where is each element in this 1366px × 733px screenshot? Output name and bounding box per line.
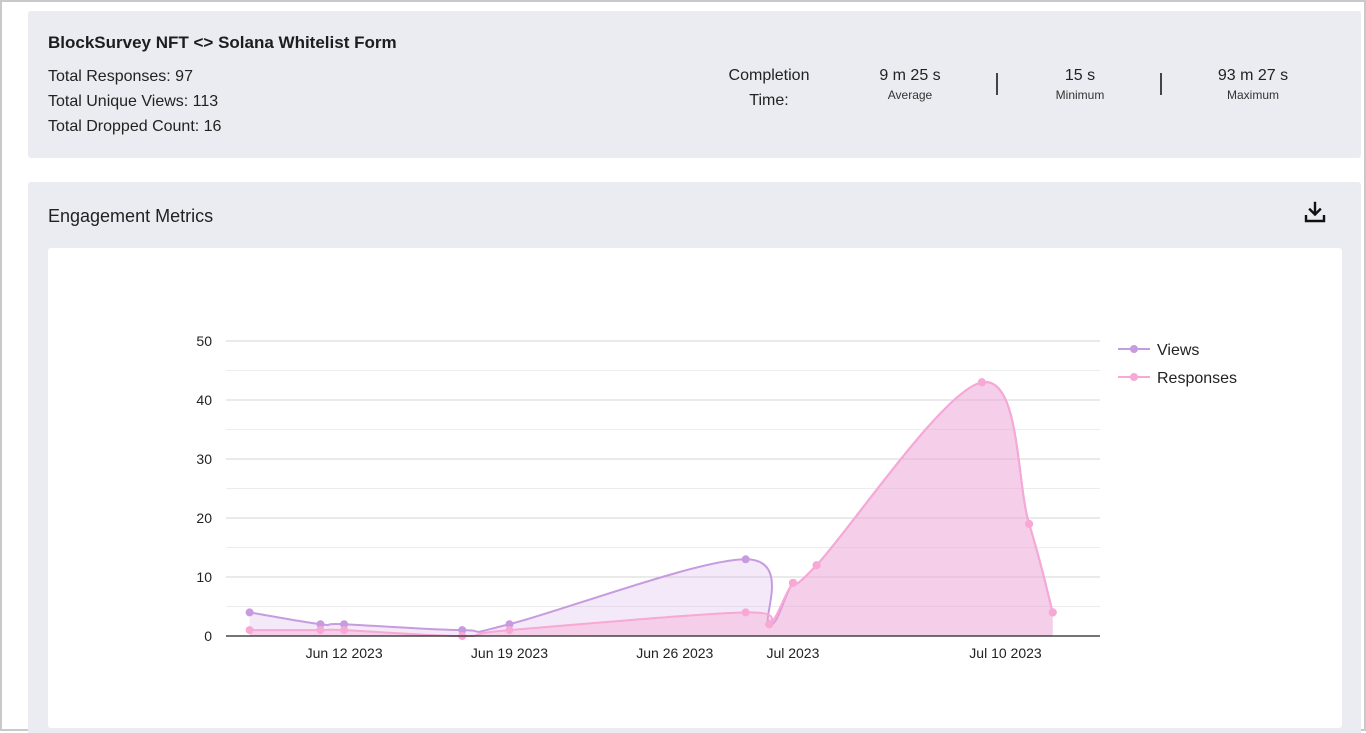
x-tick-label: Jun 19 2023 (471, 645, 548, 661)
data-point-responses (765, 620, 774, 629)
legend-label: Responses (1157, 370, 1237, 387)
data-point-responses (505, 626, 514, 635)
data-point-views (505, 620, 514, 629)
maximum-caption: Maximum (1226, 88, 1279, 102)
y-tick-label: 10 (196, 569, 212, 585)
y-tick-label: 30 (196, 451, 212, 467)
total-responses: Total Responses: 97 (48, 68, 193, 85)
total-dropped-count: Total Dropped Count: 16 (48, 118, 222, 135)
separator (1160, 73, 1162, 95)
data-point-responses (340, 626, 349, 635)
data-point-responses (1048, 608, 1057, 617)
legend-swatch-dot (1130, 345, 1138, 353)
maximum-value: 93 m 27 s (1217, 67, 1289, 84)
data-point-views (458, 626, 467, 635)
completion-time-label: Completion Time: (708, 63, 830, 113)
average-caption: Average (887, 88, 933, 102)
x-tick-label: Jul 10 2023 (969, 645, 1042, 661)
download-button[interactable] (1303, 200, 1327, 224)
chart-panel: 0 10 20 30 40 50 Jun 12 2023 Jun 19 2023 Jun 26 … (48, 248, 1342, 728)
series-area-views (249, 381, 1053, 636)
y-tick-label: 40 (196, 392, 212, 408)
data-point-responses (788, 578, 797, 587)
minimum-time: 15 s Minimum (1020, 67, 1140, 102)
completion-label-line1: Completion (728, 67, 810, 84)
completion-label-line2: Time: (749, 92, 789, 109)
maximum-time: 93 m 27 s Maximum (1193, 67, 1313, 102)
minimum-value: 15 s (1064, 67, 1096, 84)
data-point-views (316, 620, 325, 629)
x-tick-label: Jun 26 2023 (636, 645, 713, 661)
average-value: 9 m 25 s (879, 67, 941, 84)
data-point-views (741, 555, 750, 564)
engagement-chart: 0 10 20 30 40 50 Jun 12 2023 Jun 19 2023 Jun 26 … (196, 333, 1237, 661)
data-point-responses (316, 626, 325, 635)
form-title: BlockSurvey NFT <> Solana Whitelist Form (48, 33, 397, 52)
summary-card: BlockSurvey NFT <> Solana Whitelist Form… (28, 11, 1361, 158)
total-unique-views: Total Unique Views: 113 (48, 93, 219, 110)
separator (996, 73, 998, 95)
y-tick-label: 20 (196, 510, 212, 526)
engagement-title: Engagement Metrics (48, 206, 214, 226)
data-point-responses (245, 626, 254, 635)
data-point-responses (812, 561, 821, 570)
y-tick-label: 0 (204, 628, 212, 644)
data-point-views (245, 608, 254, 617)
series-area-responses (249, 381, 1053, 636)
download-icon (1304, 201, 1326, 223)
legend-label: Views (1157, 342, 1199, 359)
data-point-responses (977, 378, 986, 387)
data-point-responses (1025, 519, 1034, 528)
x-tick-label: Jul 2023 (766, 645, 819, 661)
minimum-caption: Minimum (1055, 88, 1105, 102)
data-point-views (340, 620, 349, 629)
legend-swatch-dot (1130, 373, 1138, 381)
y-tick-label: 50 (196, 333, 212, 349)
data-point-responses (741, 608, 750, 617)
average-time: 9 m 25 s Average (850, 67, 970, 102)
engagement-card: Engagement Metrics 0 10 20 30 40 50 Jun 12 202… (28, 182, 1361, 733)
x-tick-label: Jun 12 2023 (306, 645, 383, 661)
